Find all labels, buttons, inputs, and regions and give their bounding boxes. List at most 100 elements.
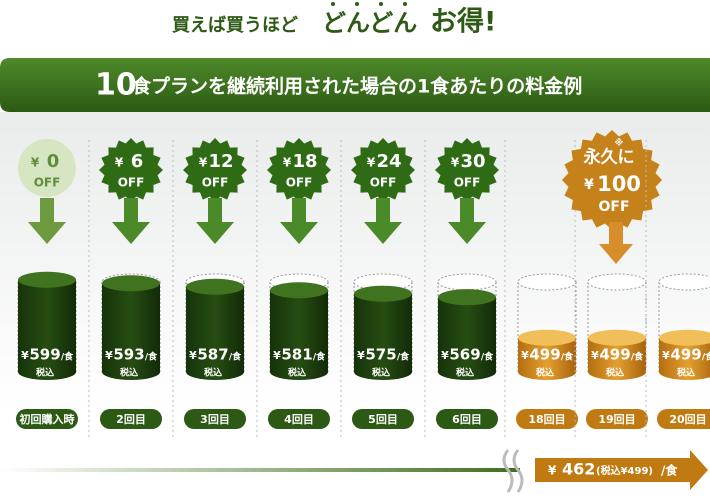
badge-forever: 永久に xyxy=(583,147,635,168)
badge-discount: 30 xyxy=(460,151,485,172)
price: 599 xyxy=(29,346,60,364)
badge-currency: ¥ xyxy=(451,156,460,170)
badge-off: OFF xyxy=(598,199,629,215)
tax-label: 税込 xyxy=(204,367,222,379)
price-currency: ¥ xyxy=(662,349,670,362)
cylinder-top xyxy=(102,275,160,292)
banner-text: 食プランを継続利用された場合の1食あたりの料金例 xyxy=(132,75,582,98)
badge-currency: ¥ xyxy=(31,156,40,170)
tax-label: 税込 xyxy=(677,367,695,379)
cylinder-top xyxy=(438,289,496,306)
badge xyxy=(267,138,331,202)
price-currency: ¥ xyxy=(21,349,29,362)
price-unit: /食 xyxy=(631,351,644,363)
price-unit: /食 xyxy=(397,351,410,363)
round-pill xyxy=(352,409,414,429)
price-currency: ¥ xyxy=(591,349,599,362)
cylinder-rim xyxy=(353,273,413,291)
badge-currency: ¥ xyxy=(115,156,124,170)
round-label: 20回目 xyxy=(669,412,706,426)
round-pill xyxy=(657,409,710,429)
badge-off: OFF xyxy=(202,176,229,190)
cylinder-fill xyxy=(354,293,412,380)
round-label: 3回目 xyxy=(200,412,230,426)
footer: ¥462 (税込¥499) /食 xyxy=(548,460,678,479)
cylinder-fill xyxy=(518,337,576,380)
cylinder-fill xyxy=(270,290,328,380)
badge-discount: 18 xyxy=(292,151,317,172)
arrow xyxy=(280,198,318,244)
badge-off: OFF xyxy=(118,176,145,190)
badge xyxy=(562,130,662,230)
cylinder-fill xyxy=(186,286,244,380)
round-pill xyxy=(16,409,78,429)
footer-currency: ¥ xyxy=(548,464,557,478)
emphasis-dots xyxy=(331,2,407,6)
badge-off: OFF xyxy=(34,176,61,190)
heading-lead: 買えば買うほど xyxy=(172,15,298,36)
round-label: 19回目 xyxy=(598,412,635,426)
price-unit: /食 xyxy=(229,351,242,363)
badge-currency: ¥ xyxy=(367,156,376,170)
column: ¥18 OFF ¥ 581/食税込 4回目 xyxy=(256,138,331,440)
cylinder-fill xyxy=(588,337,646,380)
tax-label: 税込 xyxy=(372,367,390,379)
column: ¥12 OFF ¥ 587/食税込 3回目 xyxy=(172,138,247,440)
badge-discount: 24 xyxy=(376,151,401,172)
round-label: 6回目 xyxy=(452,412,482,426)
cylinder-fill xyxy=(102,283,160,380)
footer-price: 462 xyxy=(562,460,595,479)
cylinder-rim xyxy=(517,273,577,291)
footer-arrow xyxy=(535,450,708,490)
cylinder-top xyxy=(518,329,576,346)
round-pill xyxy=(268,409,330,429)
badge-discount: 6 xyxy=(131,151,144,172)
round-label: 4回目 xyxy=(284,412,314,426)
banner-number: 10 xyxy=(95,68,137,103)
round-label: 初回購入時 xyxy=(20,412,75,426)
cylinder-fill xyxy=(659,337,710,380)
badge-discount: 100 xyxy=(597,172,641,196)
price-currency: ¥ xyxy=(441,349,449,362)
badge xyxy=(99,138,163,202)
column: ¥24 OFF ¥ 575/食税込 5回目 xyxy=(340,138,415,440)
cylinder-top xyxy=(186,278,244,295)
badge-discount: 12 xyxy=(208,151,233,172)
round-pill xyxy=(586,409,648,429)
badge-discount: 0 xyxy=(47,151,60,172)
cylinder-top xyxy=(659,329,710,346)
price-unit: /食 xyxy=(61,351,74,363)
tax-label: 税込 xyxy=(456,367,474,379)
badge xyxy=(351,138,415,202)
badge xyxy=(183,138,247,202)
arrow xyxy=(196,198,234,244)
cylinder-outline xyxy=(517,282,577,372)
price: 575 xyxy=(365,346,396,364)
price: 581 xyxy=(281,346,312,364)
round-pill xyxy=(184,409,246,429)
price: 569 xyxy=(449,346,480,364)
round-label: 18回目 xyxy=(528,412,565,426)
round-pill xyxy=(436,409,498,429)
arrow xyxy=(112,198,150,244)
tax-label: 税込 xyxy=(120,367,138,379)
arrow xyxy=(364,198,402,244)
badge-note: ※ xyxy=(615,138,624,149)
cylinder-rim xyxy=(658,273,710,291)
price: 499 xyxy=(599,346,630,364)
cylinder-top xyxy=(18,271,76,288)
badge xyxy=(18,139,76,197)
price-currency: ¥ xyxy=(357,349,365,362)
round-label: 2回目 xyxy=(116,412,146,426)
price-unit: /食 xyxy=(561,351,574,363)
cylinder-outline xyxy=(658,282,660,372)
arrow xyxy=(599,222,633,264)
column: ¥499/食税込 20回目 xyxy=(645,140,710,440)
badge-off: OFF xyxy=(286,176,313,190)
cylinder-rim xyxy=(587,273,647,291)
round-pill xyxy=(100,409,162,429)
footer-tax-note: (税込¥499) xyxy=(596,464,653,477)
